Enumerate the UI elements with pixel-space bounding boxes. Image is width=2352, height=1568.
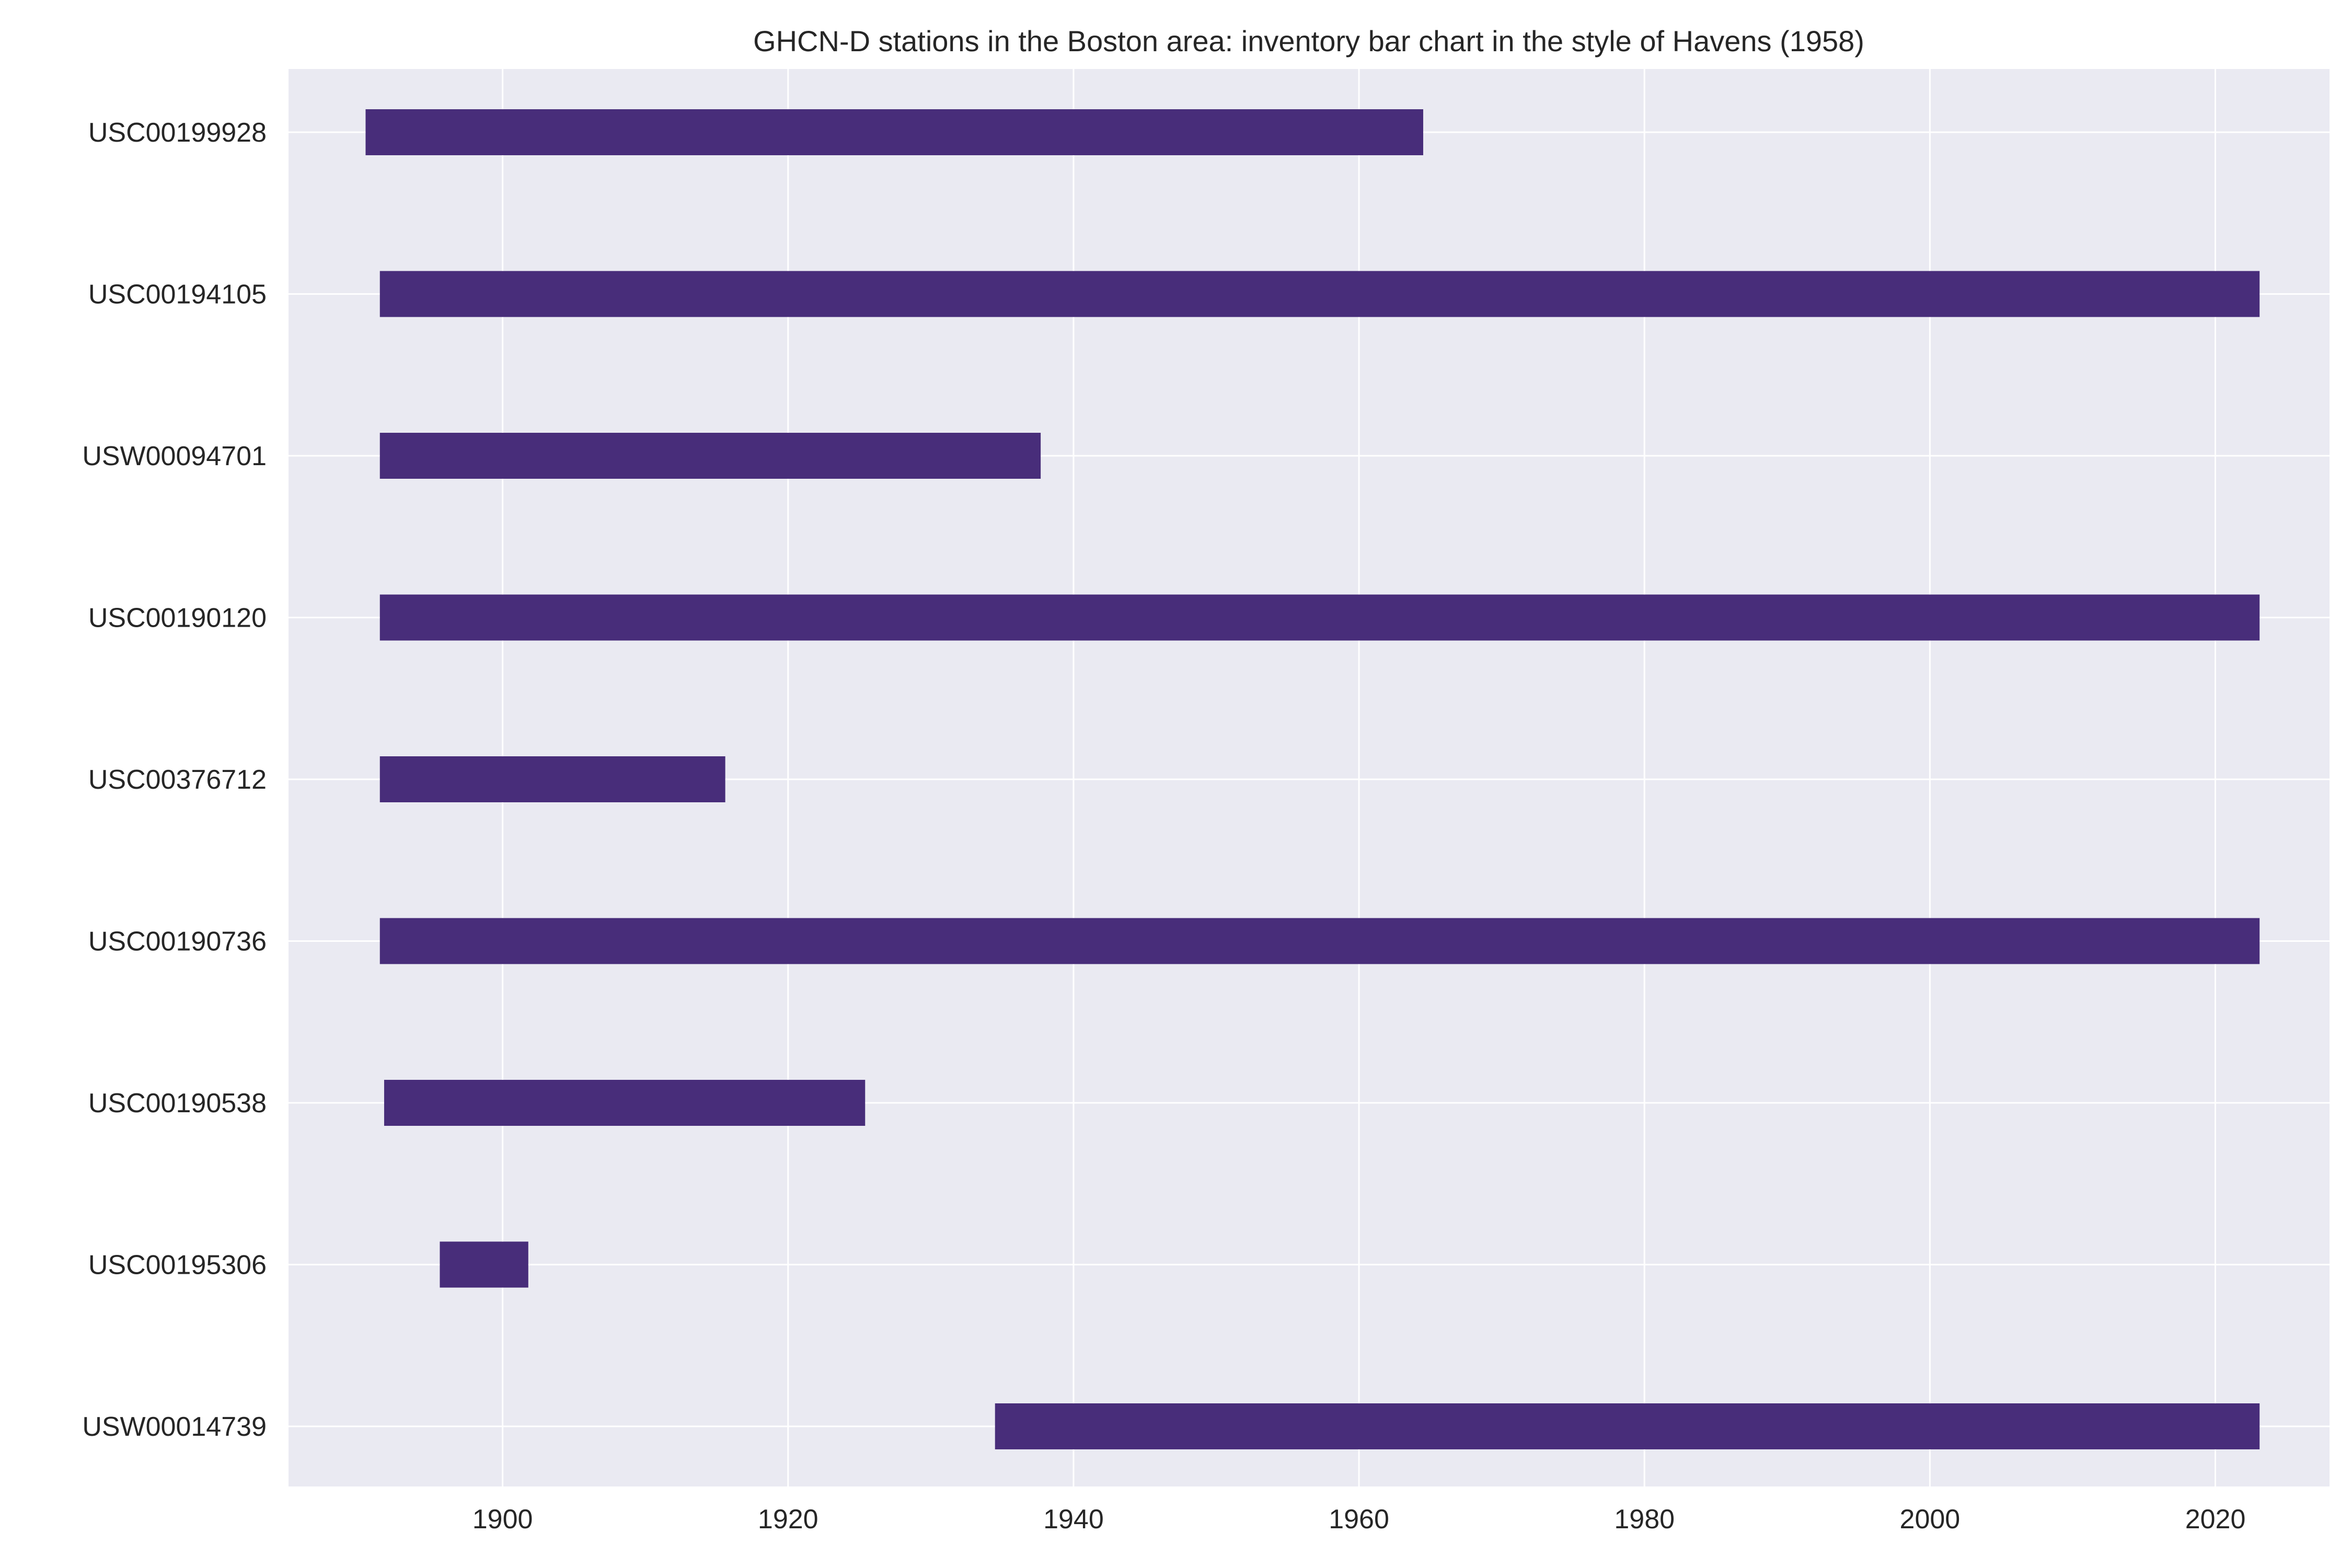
bars: [365, 109, 2260, 1449]
y-tick-label: USC00190736: [88, 927, 267, 957]
y-tick-label: USW00014739: [82, 1412, 267, 1442]
x-tick-label: 2020: [2185, 1504, 2246, 1535]
x-tick-label: 2000: [1900, 1504, 1961, 1535]
x-tick-label: 1940: [1043, 1504, 1104, 1535]
x-tick-label: 1920: [758, 1504, 818, 1535]
y-tick-label: USC00199928: [88, 118, 267, 148]
bar-usc00376712: [379, 756, 725, 802]
y-tick-label: USC00190120: [88, 603, 267, 633]
bar-usc00190736: [379, 918, 2260, 964]
bar-usw00014739: [995, 1403, 2260, 1449]
bar-usc00190120: [379, 594, 2260, 641]
bar-usc00199928: [365, 109, 1423, 155]
y-tick-label: USC00376712: [88, 765, 267, 795]
x-axis-ticks: 1900 1920 1940 1960 1980 2000 2020: [472, 1504, 2246, 1535]
bar-usc00195306: [440, 1241, 528, 1288]
y-tick-label: USW00094701: [82, 441, 267, 471]
y-tick-label: USC00190538: [88, 1088, 267, 1119]
chart-title: GHCN-D stations in the Boston area: inve…: [753, 25, 1864, 57]
x-tick-label: 1960: [1329, 1504, 1389, 1535]
y-tick-label: USC00195306: [88, 1250, 267, 1281]
bar-usc00194105: [379, 271, 2260, 317]
x-tick-label: 1980: [1614, 1504, 1675, 1535]
x-tick-label: 1900: [472, 1504, 533, 1535]
y-tick-label: USC00194105: [88, 280, 267, 310]
bar-usw00094701: [379, 433, 1041, 479]
y-axis-ticks: USC00199928 USC00194105 USW00094701 USC0019…: [82, 118, 267, 1442]
bar-usc00190538: [384, 1080, 866, 1126]
